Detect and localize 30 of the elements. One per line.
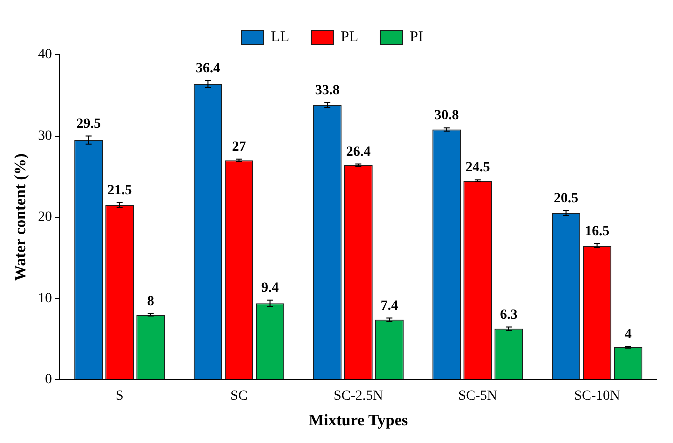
legend-label: PI	[410, 29, 424, 46]
data-label: 33.8	[315, 84, 340, 99]
data-label: 30.8	[434, 108, 460, 124]
y-tick-label: 0	[45, 372, 52, 388]
y-axis-title: Water content (%)	[12, 154, 30, 282]
y-tick-label: 20	[38, 210, 52, 226]
data-label: 20.5	[554, 192, 579, 207]
data-label: 8	[147, 294, 154, 310]
data-label: 6.3	[500, 308, 518, 323]
x-tick-label: SC-2.5N	[334, 389, 384, 404]
x-tick-label: SC-10N	[574, 389, 620, 404]
data-label: 16.5	[585, 224, 610, 240]
data-label: 36.4	[196, 62, 220, 77]
data-label: 29.5	[76, 116, 102, 132]
data-label: 27	[232, 140, 246, 156]
x-tick-label: S	[116, 389, 124, 404]
data-label: 26.4	[346, 144, 371, 160]
x-tick-label: SC-5N	[458, 389, 498, 404]
data-label: 24.5	[466, 160, 490, 176]
data-label: 7.4	[380, 298, 398, 314]
data-label: 9.4	[262, 280, 280, 296]
y-tick-label: 40	[38, 48, 52, 63]
y-tick-label: 10	[38, 291, 52, 306]
x-tick-label: SC	[230, 389, 248, 404]
legend-label: LL	[271, 29, 290, 46]
data-label: 21.5	[108, 183, 132, 198]
x-axis-title: Mixture Types	[309, 412, 408, 430]
data-label: 4	[624, 327, 632, 342]
y-tick-label: 30	[38, 128, 52, 144]
legend-label: PL	[340, 29, 359, 46]
